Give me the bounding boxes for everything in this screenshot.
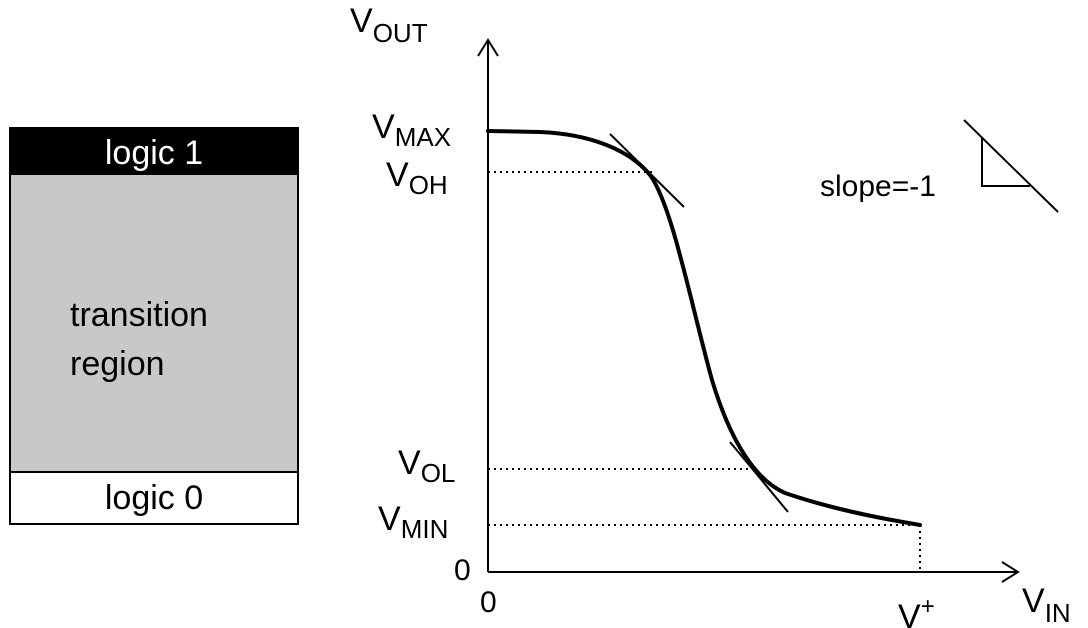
vplus-label: V+ bbox=[898, 593, 935, 628]
transition-label-line2: region bbox=[70, 345, 165, 383]
x-axis-arrow bbox=[1001, 561, 1020, 583]
logic1-label: logic 1 bbox=[105, 134, 203, 172]
tangent-line-voh bbox=[609, 133, 685, 208]
transition-region bbox=[9, 173, 299, 473]
y-zero-label: 0 bbox=[454, 554, 471, 587]
axes bbox=[477, 38, 1020, 583]
vmax-label: VMAX bbox=[372, 108, 451, 152]
logic1-region bbox=[9, 127, 299, 175]
voh-label: VOH bbox=[386, 156, 448, 200]
slope-reference-line bbox=[963, 119, 1059, 213]
transfer-curve bbox=[486, 129, 922, 527]
vmin-label: VMIN bbox=[378, 500, 448, 544]
logic0-region bbox=[9, 471, 299, 525]
reference-lines bbox=[488, 171, 921, 572]
slope-indicator: slope=-1 bbox=[820, 119, 1059, 213]
y-axis-arrow bbox=[477, 38, 499, 57]
tangent-line-vol bbox=[729, 441, 789, 513]
y-axis-title: VOUT bbox=[350, 2, 428, 48]
x-zero-label: 0 bbox=[480, 586, 497, 619]
transition-label-line1: transition bbox=[70, 296, 208, 334]
slope-label: slope=-1 bbox=[820, 170, 936, 203]
x-axis-title: VIN bbox=[1022, 582, 1071, 628]
logic-level-block: logic 1 transition region logic 0 bbox=[9, 127, 299, 525]
logic0-label: logic 0 bbox=[105, 479, 203, 517]
vol-label: VOL bbox=[398, 444, 455, 488]
slope-triangle-legs bbox=[981, 138, 1030, 187]
